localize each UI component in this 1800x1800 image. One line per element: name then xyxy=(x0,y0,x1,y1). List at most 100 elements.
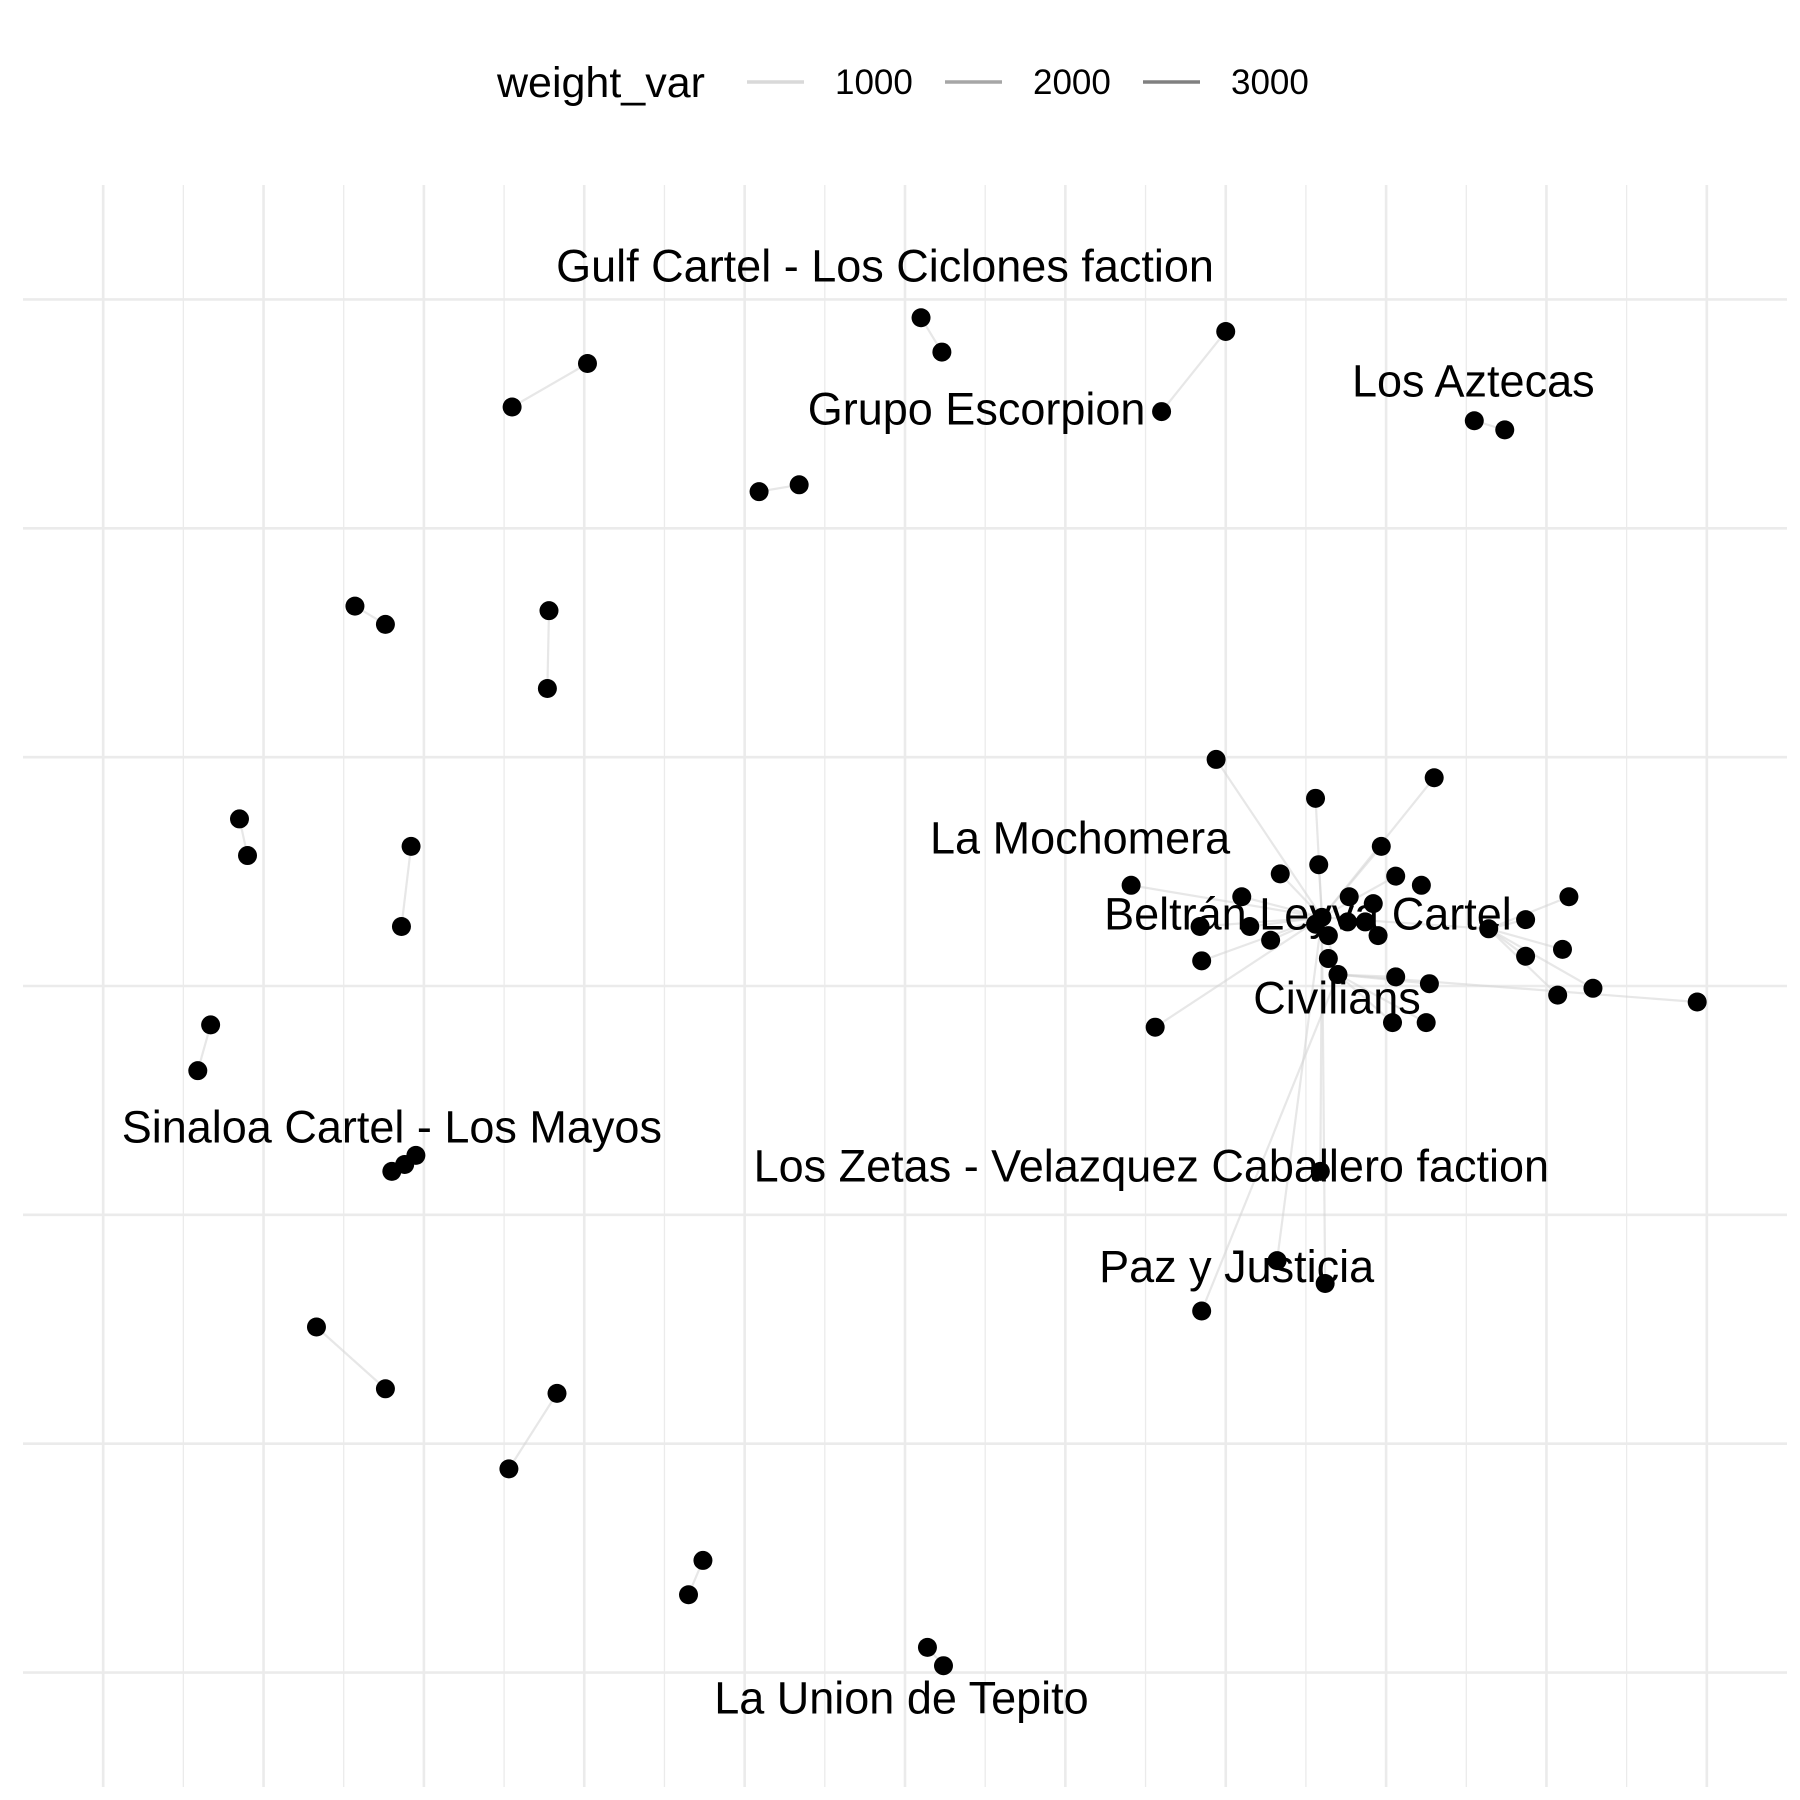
node xyxy=(1386,967,1406,987)
edge xyxy=(1488,927,1594,990)
node xyxy=(679,1585,699,1605)
node xyxy=(1424,768,1444,788)
node xyxy=(1355,912,1375,932)
node-label: La Union de Tepito xyxy=(714,1672,1088,1723)
node xyxy=(201,1015,221,1035)
node xyxy=(547,1383,567,1403)
node xyxy=(499,1459,519,1479)
node-label: Grupo Escorpion xyxy=(808,384,1146,435)
legend-title: weight_var xyxy=(496,59,705,107)
node xyxy=(229,809,249,829)
node xyxy=(1548,985,1568,1005)
edge xyxy=(1337,973,1427,1024)
node-labels: Gulf Cartel - Los Ciclones faction Grupo … xyxy=(122,241,1595,1724)
plot-grid xyxy=(23,185,1787,1787)
node xyxy=(1464,411,1484,431)
node xyxy=(238,846,258,866)
edge xyxy=(1130,884,1323,919)
node xyxy=(1270,864,1290,884)
node xyxy=(1516,910,1536,930)
node xyxy=(391,916,411,936)
edge xyxy=(511,362,589,408)
node xyxy=(1240,916,1260,936)
legend-label: 2000 xyxy=(1033,63,1111,102)
node xyxy=(1383,1013,1403,1033)
node-label: Gulf Cartel - Los Ciclones faction xyxy=(556,241,1214,292)
node xyxy=(188,1061,208,1081)
node xyxy=(1371,836,1391,856)
node xyxy=(1416,1013,1436,1033)
legend: weight_var 1000 2000 3000 xyxy=(496,59,1309,107)
node xyxy=(1559,887,1579,907)
node xyxy=(1206,749,1226,769)
edge xyxy=(315,1326,387,1390)
node xyxy=(1339,887,1359,907)
edge xyxy=(1337,973,1394,1024)
node xyxy=(1261,930,1281,950)
node-label: La Mochomera xyxy=(930,812,1231,863)
node xyxy=(1516,946,1536,966)
node xyxy=(1479,919,1499,939)
edge xyxy=(1488,927,1563,951)
node xyxy=(932,342,952,362)
nodes xyxy=(188,308,1707,1676)
node xyxy=(789,475,809,495)
node xyxy=(306,1317,326,1337)
node xyxy=(749,482,769,502)
node xyxy=(1338,912,1358,932)
node xyxy=(1318,926,1338,946)
node xyxy=(1419,974,1439,994)
legend-label: 3000 xyxy=(1231,63,1309,102)
legend-label: 1000 xyxy=(835,63,913,102)
node-label: Civilians xyxy=(1253,973,1421,1024)
edge xyxy=(507,1392,558,1470)
node xyxy=(1267,1251,1287,1271)
edge xyxy=(400,846,413,927)
node xyxy=(1309,855,1329,875)
node-label: Paz y Justicia xyxy=(1099,1241,1375,1292)
node xyxy=(1190,916,1210,936)
node xyxy=(1145,1017,1165,1037)
node xyxy=(537,678,557,698)
edge xyxy=(1215,758,1323,918)
edge xyxy=(1154,916,1323,1029)
node xyxy=(917,1637,937,1657)
edge xyxy=(1279,873,1323,919)
edge xyxy=(1200,974,1340,1312)
node xyxy=(1306,788,1326,808)
node xyxy=(1121,875,1141,895)
node xyxy=(502,397,522,417)
node xyxy=(1363,894,1383,914)
node-label: Los Aztecas xyxy=(1352,356,1595,407)
node xyxy=(375,1379,395,1399)
node-label: Beltrán Leyva Cartel xyxy=(1104,888,1512,939)
edge xyxy=(1321,875,1397,919)
node-label: Los Zetas - Velazquez Caballero faction xyxy=(754,1140,1549,1191)
node xyxy=(911,308,931,328)
node xyxy=(539,601,559,621)
node xyxy=(1306,914,1326,934)
node xyxy=(1152,402,1172,422)
edge xyxy=(1320,917,1327,1284)
edge xyxy=(1275,917,1324,1261)
node xyxy=(1411,875,1431,895)
node-label: Sinaloa Cartel - Los Mayos xyxy=(122,1101,662,1152)
node xyxy=(1687,992,1707,1012)
node xyxy=(1386,866,1406,886)
node xyxy=(345,596,365,616)
node xyxy=(1495,420,1515,440)
node xyxy=(1232,887,1252,907)
node xyxy=(1318,949,1338,969)
edge xyxy=(1160,330,1227,413)
node xyxy=(1315,1274,1335,1294)
edge xyxy=(1241,895,1323,919)
edge xyxy=(1321,845,1383,919)
edge xyxy=(546,610,551,689)
node xyxy=(933,1656,953,1676)
node xyxy=(1328,965,1348,985)
node xyxy=(375,614,395,634)
node xyxy=(1310,1161,1330,1181)
node xyxy=(1216,321,1236,341)
node xyxy=(1192,951,1212,971)
